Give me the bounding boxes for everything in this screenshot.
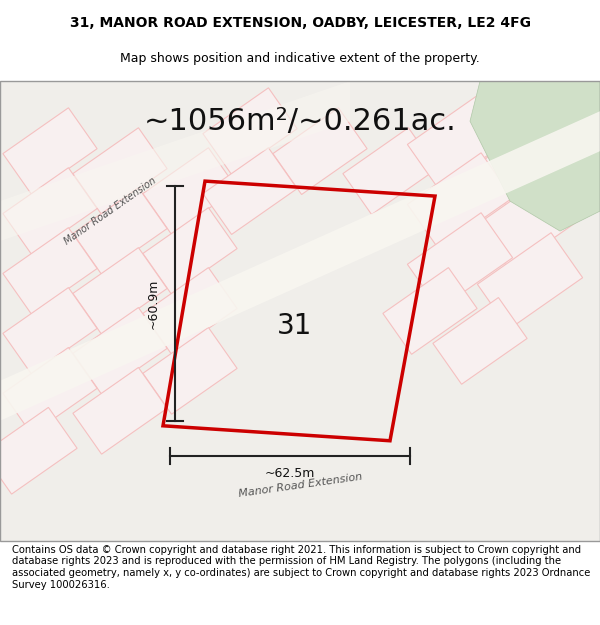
- Polygon shape: [73, 188, 167, 274]
- Text: ~62.5m: ~62.5m: [265, 468, 315, 480]
- Polygon shape: [407, 93, 512, 189]
- Polygon shape: [478, 113, 583, 209]
- Polygon shape: [343, 127, 437, 214]
- Polygon shape: [73, 368, 167, 454]
- Polygon shape: [203, 88, 297, 174]
- Polygon shape: [3, 168, 97, 254]
- Polygon shape: [478, 232, 583, 329]
- Polygon shape: [407, 213, 512, 309]
- Text: 31: 31: [277, 312, 313, 340]
- Polygon shape: [143, 328, 237, 414]
- Text: ~60.9m: ~60.9m: [146, 279, 160, 329]
- Polygon shape: [143, 208, 237, 294]
- Polygon shape: [433, 298, 527, 384]
- Polygon shape: [203, 148, 297, 234]
- Polygon shape: [3, 107, 97, 194]
- Polygon shape: [0, 111, 600, 421]
- Polygon shape: [73, 308, 167, 394]
- Polygon shape: [73, 127, 167, 214]
- Polygon shape: [3, 288, 97, 374]
- Polygon shape: [383, 268, 477, 354]
- Polygon shape: [0, 408, 77, 494]
- Text: Manor Road Extension: Manor Road Extension: [62, 176, 158, 247]
- Polygon shape: [273, 107, 367, 194]
- Polygon shape: [470, 81, 600, 231]
- Polygon shape: [143, 148, 237, 234]
- Polygon shape: [73, 248, 167, 334]
- Polygon shape: [3, 348, 97, 434]
- Text: ~1056m²/~0.261ac.: ~1056m²/~0.261ac.: [143, 107, 457, 136]
- Polygon shape: [3, 228, 97, 314]
- Polygon shape: [478, 173, 583, 269]
- Polygon shape: [0, 81, 350, 241]
- Text: Manor Road Extension: Manor Road Extension: [238, 472, 362, 499]
- Text: Map shows position and indicative extent of the property.: Map shows position and indicative extent…: [120, 52, 480, 65]
- Text: 31, MANOR ROAD EXTENSION, OADBY, LEICESTER, LE2 4FG: 31, MANOR ROAD EXTENSION, OADBY, LEICEST…: [70, 16, 530, 30]
- Polygon shape: [407, 153, 512, 249]
- Polygon shape: [143, 268, 237, 354]
- Text: Contains OS data © Crown copyright and database right 2021. This information is : Contains OS data © Crown copyright and d…: [12, 545, 590, 589]
